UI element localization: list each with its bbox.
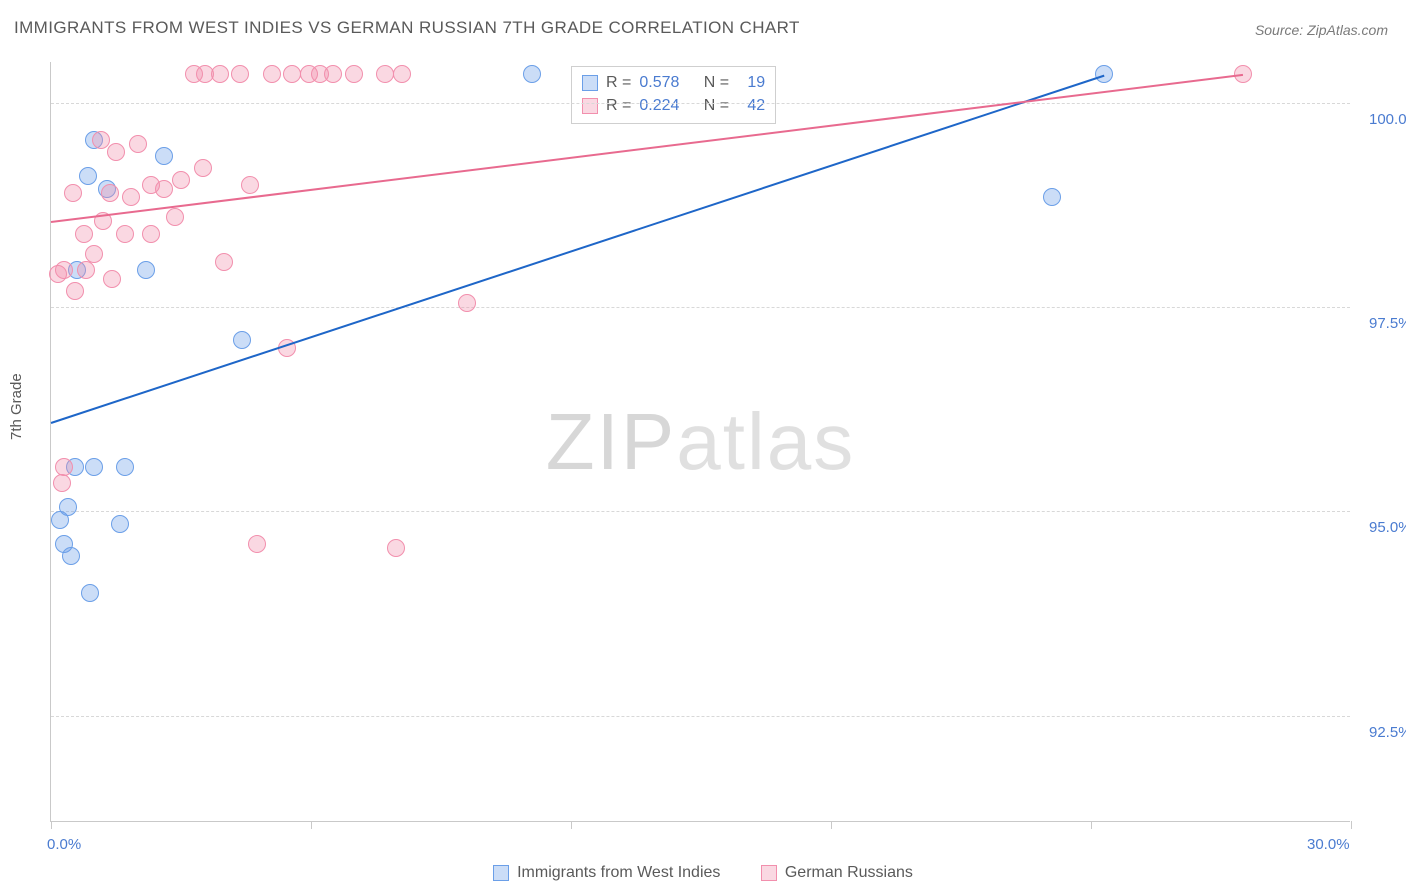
source-attribution: Source: ZipAtlas.com xyxy=(1255,22,1388,38)
y-tick-label: 100.0% xyxy=(1369,111,1406,128)
stat-label: N = xyxy=(699,94,729,117)
data-point xyxy=(263,65,281,83)
x-tick xyxy=(831,821,832,829)
x-tick-label: 30.0% xyxy=(1307,836,1350,853)
data-point xyxy=(101,184,119,202)
data-point xyxy=(172,171,190,189)
n-value: 42 xyxy=(737,94,765,117)
y-tick-label: 92.5% xyxy=(1369,724,1406,741)
data-point xyxy=(85,458,103,476)
stat-label: R = xyxy=(606,94,631,117)
data-point xyxy=(81,584,99,602)
scatter-plot-area: ZIPatlas R =0.578 N =19R =0.224 N =42 92… xyxy=(50,62,1350,822)
data-point xyxy=(324,65,342,83)
r-value: 0.224 xyxy=(639,94,691,117)
data-point xyxy=(155,180,173,198)
data-point xyxy=(55,458,73,476)
gridline xyxy=(51,511,1350,512)
data-point xyxy=(241,176,259,194)
data-point xyxy=(107,143,125,161)
data-point xyxy=(215,253,233,271)
x-tick xyxy=(571,821,572,829)
data-point xyxy=(137,261,155,279)
x-tick xyxy=(1351,821,1352,829)
data-point xyxy=(1043,188,1061,206)
data-point xyxy=(1095,65,1113,83)
legend-stat-row: R = 0.578 N = 19 xyxy=(582,71,765,94)
legend-swatch-icon xyxy=(493,865,509,881)
data-point xyxy=(393,65,411,83)
data-point xyxy=(79,167,97,185)
x-tick xyxy=(311,821,312,829)
watermark-thin: atlas xyxy=(676,397,855,486)
x-tick xyxy=(51,821,52,829)
gridline xyxy=(51,307,1350,308)
data-point xyxy=(233,331,251,349)
data-point xyxy=(116,225,134,243)
y-axis-label: 7th Grade xyxy=(8,373,25,440)
r-value: 0.578 xyxy=(639,71,691,94)
correlation-legend: R = 0.578 N = 19 R = 0.224 N = 42 xyxy=(571,66,776,124)
x-tick-label: 0.0% xyxy=(47,836,81,853)
data-point xyxy=(387,539,405,557)
data-point xyxy=(92,131,110,149)
legend-swatch-icon xyxy=(582,75,598,91)
data-point xyxy=(345,65,363,83)
trend-line xyxy=(51,74,1105,423)
data-point xyxy=(59,498,77,516)
legend-item-west-indies: Immigrants from West Indies xyxy=(493,864,720,882)
data-point xyxy=(77,261,95,279)
data-point xyxy=(66,282,84,300)
data-point xyxy=(523,65,541,83)
x-tick xyxy=(1091,821,1092,829)
data-point xyxy=(155,147,173,165)
data-point xyxy=(111,515,129,533)
series-legend: Immigrants from West Indies German Russi… xyxy=(0,864,1406,886)
y-tick-label: 97.5% xyxy=(1369,315,1406,332)
gridline xyxy=(51,103,1350,104)
data-point xyxy=(122,188,140,206)
data-point xyxy=(211,65,229,83)
data-point xyxy=(231,65,249,83)
n-value: 19 xyxy=(737,71,765,94)
legend-label: German Russians xyxy=(785,864,913,882)
data-point xyxy=(142,225,160,243)
watermark-bold: ZIP xyxy=(546,397,676,486)
data-point xyxy=(194,159,212,177)
legend-label: Immigrants from West Indies xyxy=(517,864,720,882)
data-point xyxy=(116,458,134,476)
stat-label: R = xyxy=(606,71,631,94)
y-tick-label: 95.0% xyxy=(1369,519,1406,536)
legend-swatch-icon xyxy=(761,865,777,881)
data-point xyxy=(376,65,394,83)
watermark: ZIPatlas xyxy=(546,396,855,488)
legend-item-german-russians: German Russians xyxy=(761,864,913,882)
gridline xyxy=(51,716,1350,717)
data-point xyxy=(103,270,121,288)
data-point xyxy=(283,65,301,83)
data-point xyxy=(62,547,80,565)
data-point xyxy=(75,225,93,243)
data-point xyxy=(129,135,147,153)
chart-title: IMMIGRANTS FROM WEST INDIES VS GERMAN RU… xyxy=(14,18,800,38)
data-point xyxy=(248,535,266,553)
legend-swatch-icon xyxy=(582,98,598,114)
data-point xyxy=(166,208,184,226)
data-point xyxy=(458,294,476,312)
data-point xyxy=(64,184,82,202)
data-point xyxy=(53,474,71,492)
stat-label: N = xyxy=(699,71,729,94)
legend-stat-row: R = 0.224 N = 42 xyxy=(582,94,765,117)
data-point xyxy=(55,261,73,279)
data-point xyxy=(85,245,103,263)
